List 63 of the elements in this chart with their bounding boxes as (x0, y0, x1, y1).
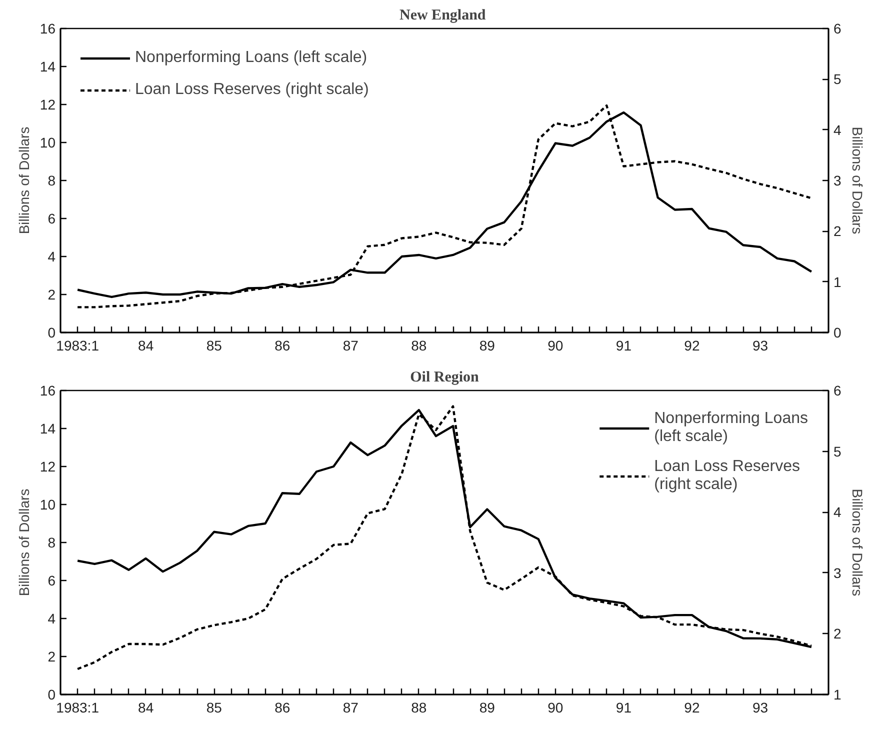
y2-tick-label: 5 (834, 71, 842, 88)
y2-tick-label: 3 (834, 172, 842, 188)
x-tick-label: 90 (548, 700, 564, 716)
y2-tick-label: 4 (834, 122, 842, 138)
y-tick-label: 2 (48, 648, 56, 664)
y-tick-label: 6 (48, 210, 56, 226)
x-tick-label: 87 (342, 700, 359, 716)
y-tick-label: 10 (40, 496, 56, 512)
y2-tick-label: 6 (834, 20, 842, 36)
y2-tick-label: 2 (834, 626, 842, 642)
y-tick-label: 6 (48, 572, 56, 588)
x-tick-label: 92 (684, 700, 700, 716)
x-tick-label: 84 (138, 700, 154, 716)
y2-axis-title: Billions of Dollars (849, 488, 866, 596)
y-tick-label: 10 (40, 134, 56, 150)
x-tick-label: 89 (479, 700, 496, 716)
y-tick-label: 4 (48, 610, 56, 626)
x-tick-label: 93 (752, 338, 768, 354)
chart-title: Oil Region (410, 370, 480, 386)
y2-tick-label: 3 (834, 564, 842, 581)
x-tick-label: 91 (616, 338, 632, 354)
legend-label: Nonperforming Loans (left scale) (135, 49, 368, 67)
x-tick-label: 1983:1 (56, 338, 100, 354)
x-tick-label: 90 (548, 338, 564, 354)
y2-tick-label: 2 (834, 223, 842, 240)
x-tick-label: 92 (684, 338, 700, 354)
y2-tick-label: 1 (834, 274, 842, 290)
y-tick-label: 16 (40, 20, 56, 36)
y-tick-label: 12 (40, 458, 56, 474)
y-axis-title: Billions of Dollars (16, 488, 32, 596)
x-tick-label: 88 (411, 338, 427, 354)
legend-label: Nonperforming Loans (left scale) (654, 410, 808, 446)
y-tick-label: 4 (48, 248, 56, 264)
x-tick-label: 86 (274, 700, 290, 716)
y2-tick-label: 6 (834, 382, 842, 398)
y-tick-label: 14 (40, 420, 56, 436)
x-tick-label: 86 (274, 338, 290, 354)
x-tick-label: 85 (206, 700, 222, 716)
y-tick-label: 0 (48, 686, 56, 702)
x-tick-label: 88 (411, 700, 427, 716)
y2-axis-title: Billions of Dollars (849, 126, 866, 234)
x-tick-label: 89 (479, 338, 496, 354)
x-tick-label: 85 (206, 338, 222, 354)
x-tick-label: 91 (616, 700, 632, 716)
y-tick-label: 12 (40, 96, 56, 112)
y-axis-title: Billions of Dollars (16, 126, 32, 234)
y2-tick-label: 0 (834, 324, 842, 340)
y-tick-label: 14 (40, 58, 56, 74)
x-tick-label: 87 (342, 338, 359, 354)
chart-title: New England (399, 8, 486, 24)
y2-tick-label: 5 (834, 443, 842, 460)
y-tick-label: 16 (40, 382, 56, 398)
y-tick-label: 8 (48, 534, 56, 550)
y2-tick-label: 4 (834, 504, 842, 520)
x-tick-label: 93 (752, 700, 768, 716)
legend-label: Loan Loss Reserves (right scale) (135, 81, 369, 99)
x-tick-label: 84 (138, 338, 154, 354)
y-tick-label: 8 (48, 172, 56, 188)
legend-label: Loan Loss Reserves (right scale) (654, 458, 800, 494)
y-tick-label: 2 (48, 286, 56, 302)
y2-tick-label: 1 (834, 686, 842, 702)
x-tick-label: 1983:1 (56, 700, 100, 716)
y-tick-label: 0 (48, 324, 56, 340)
